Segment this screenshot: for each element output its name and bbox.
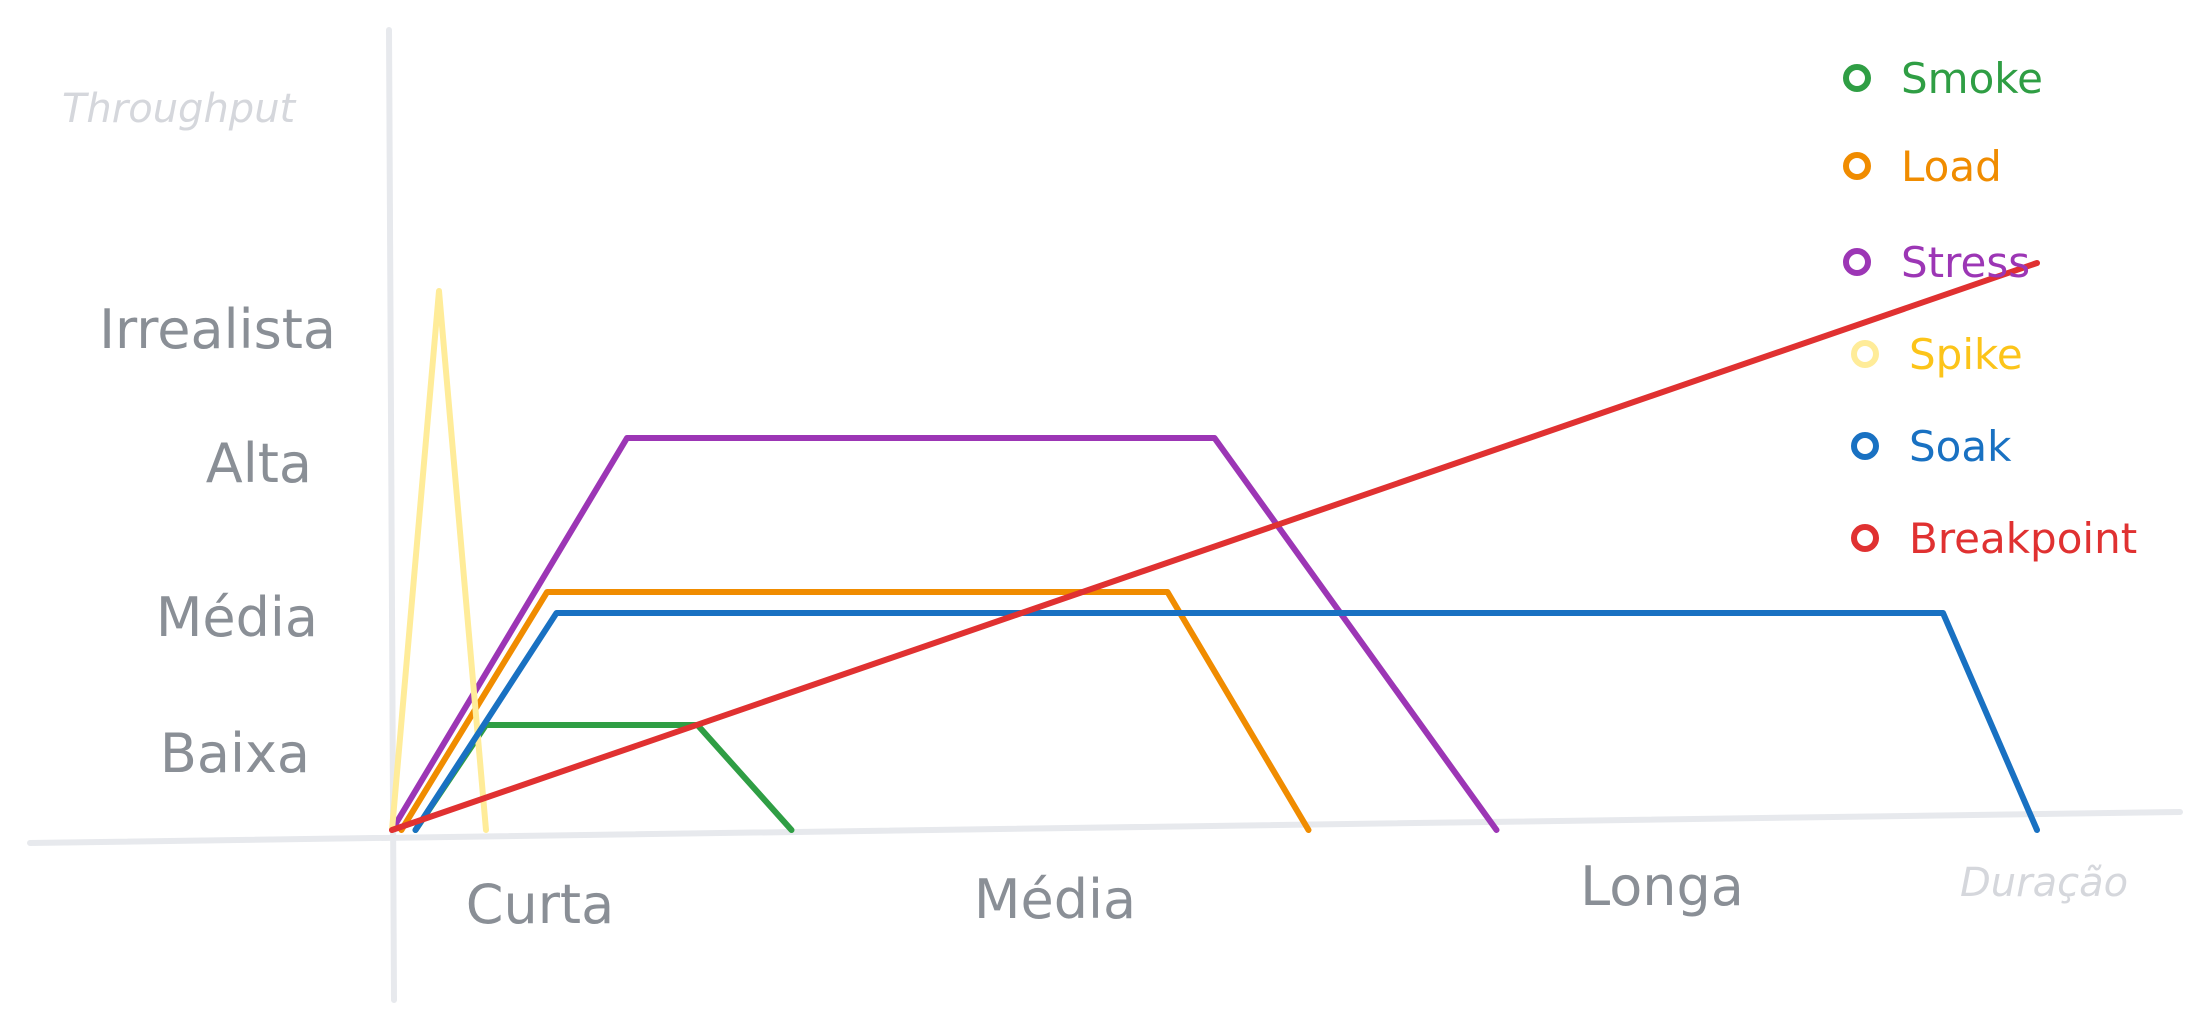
legend-label-breakpoint: Breakpoint <box>1909 514 2137 563</box>
x-axis-title: Duração <box>1960 860 2128 906</box>
legend-marker-spike <box>1851 340 1879 368</box>
legend-marker-smoke <box>1843 64 1871 92</box>
y-tick-media: Média <box>156 586 318 649</box>
legend-label-spike: Spike <box>1909 330 2023 379</box>
legend-label-stress: Stress <box>1901 238 2030 287</box>
series-line-soak <box>412 610 2040 833</box>
y-axis-title: Throughput <box>62 86 297 132</box>
legend-marker-stress <box>1843 248 1871 276</box>
legend-label-soak: Soak <box>1909 422 2012 471</box>
y-axis <box>386 27 397 1003</box>
x-tick-media: Média <box>974 868 1136 931</box>
x-tick-curta: Curta <box>466 873 614 936</box>
x-axis <box>27 809 2183 846</box>
y-tick-baixa: Baixa <box>160 722 310 785</box>
legend: Smoke Load Stress Spike Soak Breakpoint <box>1843 54 2137 563</box>
y-tick-alta: Alta <box>206 432 312 495</box>
series-line-stress <box>389 435 1500 833</box>
series-line-breakpoint <box>389 260 2040 833</box>
y-tick-irrealista: Irrealista <box>99 298 336 361</box>
series-line-spike <box>389 288 489 833</box>
legend-marker-load <box>1843 152 1871 180</box>
legend-marker-breakpoint <box>1851 524 1879 552</box>
legend-label-load: Load <box>1901 142 2002 191</box>
series-line-load <box>398 589 1312 833</box>
x-tick-longa: Longa <box>1580 855 1744 918</box>
legend-marker-soak <box>1851 432 1879 460</box>
legend-label-smoke: Smoke <box>1901 54 2043 103</box>
series-lines <box>389 260 2040 833</box>
